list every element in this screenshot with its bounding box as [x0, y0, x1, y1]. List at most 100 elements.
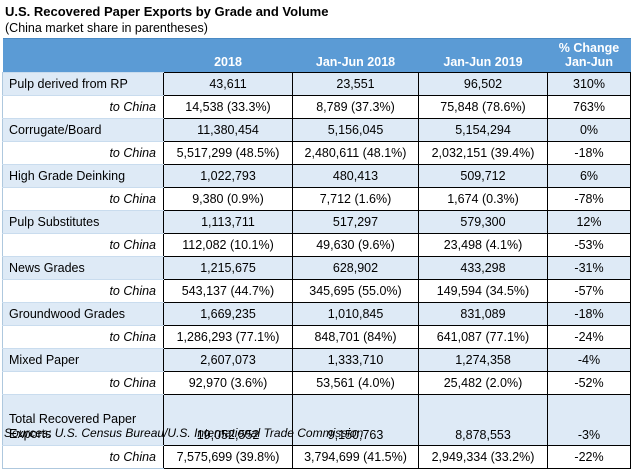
value-2018: 9,380 (0.9%)	[163, 187, 293, 211]
value-jan-jun-2019: 25,482 (2.0%)	[418, 371, 548, 395]
value-jan-jun-2019: 23,498 (4.1%)	[418, 233, 548, 257]
table-header-row: 2018 Jan-Jun 2018 Jan-Jun 2019 % Change …	[2, 38, 631, 73]
table-row-to-china: to China 7,575,699 (39.8%) 3,794,699 (41…	[2, 445, 631, 469]
value-pct-change: 6%	[547, 164, 631, 188]
row-label: to China	[2, 95, 164, 119]
table-row-high-grade-deinking: High Grade Deinking 1,022,793 480,413 50…	[2, 164, 631, 188]
value-jan-jun-2018: 7,712 (1.6%)	[292, 187, 419, 211]
value-pct-change: -78%	[547, 187, 631, 211]
row-label: Corrugate/Board	[2, 118, 164, 142]
page: { "title": "U.S. Recovered Paper Exports…	[2, 3, 631, 469]
row-label: to China	[2, 233, 164, 257]
table-row-to-china: to China 543,137 (44.7%) 345,695 (55.0%)…	[2, 279, 631, 303]
row-label: to China	[2, 187, 164, 211]
table-row-pulp-substitutes: Pulp Substitutes 1,113,711 517,297 579,3…	[2, 210, 631, 234]
row-label: Total Recovered Paper Exports	[2, 394, 164, 446]
value-2018: 43,611	[163, 72, 293, 96]
value-jan-jun-2018: 1,010,845	[292, 302, 419, 326]
value-jan-jun-2019: 1,674 (0.3%)	[418, 187, 548, 211]
value-jan-jun-2019: 96,502	[418, 72, 548, 96]
value-2018: 1,669,235	[163, 302, 293, 326]
value-pct-change: -52%	[547, 371, 631, 395]
value-jan-jun-2018: 1,333,710	[292, 348, 419, 372]
value-2018: 2,607,073	[163, 348, 293, 372]
table-row-groundwood-grades: Groundwood Grades 1,669,235 1,010,845 83…	[2, 302, 631, 326]
value-jan-jun-2019: 1,274,358	[418, 348, 548, 372]
value-pct-change: -57%	[547, 279, 631, 303]
value-jan-jun-2018: 3,794,699 (41.5%)	[292, 445, 419, 469]
exports-table: 2018 Jan-Jun 2018 Jan-Jun 2019 % Change …	[2, 38, 631, 469]
row-label: to China	[2, 279, 164, 303]
table-row-to-china: to China 1,286,293 (77.1%) 848,701 (84%)…	[2, 325, 631, 349]
value-pct-change: 12%	[547, 210, 631, 234]
value-jan-jun-2018: 517,297	[292, 210, 419, 234]
value-jan-jun-2018: 2,480,611 (48.1%)	[292, 141, 419, 165]
value-jan-jun-2019: 75,848 (78.6%)	[418, 95, 548, 119]
header-jan-jun-2018: Jan-Jun 2018	[292, 38, 419, 73]
value-jan-jun-2019: 2,032,151 (39.4%)	[418, 141, 548, 165]
title-block: U.S. Recovered Paper Exports by Grade an…	[5, 3, 328, 36]
row-label: to China	[2, 141, 164, 165]
value-jan-jun-2018: 23,551	[292, 72, 419, 96]
value-jan-jun-2019: 831,089	[418, 302, 548, 326]
value-2018: 1,215,675	[163, 256, 293, 280]
value-pct-change: 310%	[547, 72, 631, 96]
value-2018: 543,137 (44.7%)	[163, 279, 293, 303]
header-pct-change: % Change Jan-Jun	[547, 38, 631, 73]
value-pct-change: -18%	[547, 141, 631, 165]
value-jan-jun-2019: 8,878,553	[418, 394, 548, 446]
table-row-to-china: to China 112,082 (10.1%) 49,630 (9.6%) 2…	[2, 233, 631, 257]
value-jan-jun-2019: 509,712	[418, 164, 548, 188]
value-jan-jun-2018: 8,789 (37.3%)	[292, 95, 419, 119]
value-jan-jun-2018: 5,156,045	[292, 118, 419, 142]
value-jan-jun-2019: 433,298	[418, 256, 548, 280]
row-label: Pulp Substitutes	[2, 210, 164, 234]
row-label: to China	[2, 371, 164, 395]
value-2018: 7,575,699 (39.8%)	[163, 445, 293, 469]
value-jan-jun-2019: 149,594 (34.5%)	[418, 279, 548, 303]
row-label: Pulp derived from RP	[2, 72, 164, 96]
row-label: Mixed Paper	[2, 348, 164, 372]
row-label: Groundwood Grades	[2, 302, 164, 326]
row-label: to China	[2, 325, 164, 349]
header-2018: 2018	[163, 38, 293, 73]
value-2018: 92,970 (3.6%)	[163, 371, 293, 395]
value-pct-change: -3%	[547, 394, 631, 446]
table-row-mixed-paper: Mixed Paper 2,607,073 1,333,710 1,274,35…	[2, 348, 631, 372]
table-row-pulp-derived-from-rp: Pulp derived from RP 43,611 23,551 96,50…	[2, 72, 631, 96]
value-jan-jun-2018: 628,902	[292, 256, 419, 280]
value-jan-jun-2019: 2,949,334 (33.2%)	[418, 445, 548, 469]
value-2018: 14,538 (33.3%)	[163, 95, 293, 119]
value-pct-change: 0%	[547, 118, 631, 142]
value-jan-jun-2018: 53,561 (4.0%)	[292, 371, 419, 395]
table-row-to-china: to China 92,970 (3.6%) 53,561 (4.0%) 25,…	[2, 371, 631, 395]
value-jan-jun-2018: 345,695 (55.0%)	[292, 279, 419, 303]
header-jan-jun-2019: Jan-Jun 2019	[418, 38, 548, 73]
value-2018: 112,082 (10.1%)	[163, 233, 293, 257]
value-pct-change: -4%	[547, 348, 631, 372]
table-row-total-recovered-paper-exports: Total Recovered Paper Exports 19,052,552…	[2, 394, 631, 446]
table-row-to-china: to China 9,380 (0.9%) 7,712 (1.6%) 1,674…	[2, 187, 631, 211]
value-2018: 1,286,293 (77.1%)	[163, 325, 293, 349]
value-pct-change: 763%	[547, 95, 631, 119]
row-label: News Grades	[2, 256, 164, 280]
value-jan-jun-2018: 49,630 (9.6%)	[292, 233, 419, 257]
page-subtitle: (China market share in parentheses)	[5, 21, 208, 35]
table-row-corrugate-board: Corrugate/Board 11,380,454 5,156,045 5,1…	[2, 118, 631, 142]
value-2018: 1,022,793	[163, 164, 293, 188]
value-pct-change: -53%	[547, 233, 631, 257]
value-jan-jun-2019: 641,087 (77.1%)	[418, 325, 548, 349]
source-note: Sources: U.S. Census Bureau/U.S. Interna…	[4, 426, 364, 440]
page-title: U.S. Recovered Paper Exports by Grade an…	[5, 4, 329, 19]
value-jan-jun-2018: 480,413	[292, 164, 419, 188]
value-jan-jun-2019: 5,154,294	[418, 118, 548, 142]
table-row-to-china: to China 14,538 (33.3%) 8,789 (37.3%) 75…	[2, 95, 631, 119]
value-2018: 11,380,454	[163, 118, 293, 142]
value-pct-change: -18%	[547, 302, 631, 326]
row-label: to China	[2, 445, 164, 469]
value-2018: 1,113,711	[163, 210, 293, 234]
value-pct-change: -31%	[547, 256, 631, 280]
value-pct-change: -24%	[547, 325, 631, 349]
table-row-to-china: to China 5,517,299 (48.5%) 2,480,611 (48…	[2, 141, 631, 165]
table-row-news-grades: News Grades 1,215,675 628,902 433,298 -3…	[2, 256, 631, 280]
